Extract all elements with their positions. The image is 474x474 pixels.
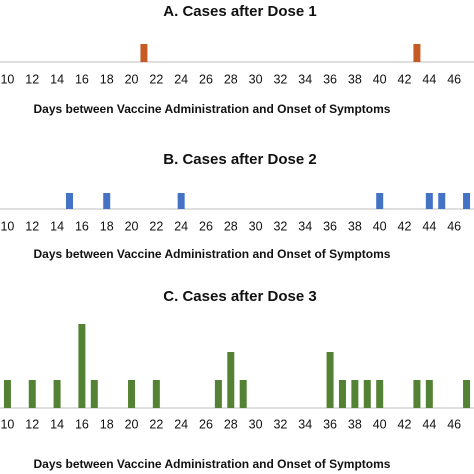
bar: [338, 380, 346, 408]
x-tick-label: 26: [199, 219, 213, 233]
x-tick-label: 32: [273, 219, 287, 233]
bar: [103, 193, 111, 209]
x-tick-label: 44: [422, 72, 436, 86]
x-tick-label: 38: [348, 417, 362, 431]
chart-title: C. Cases after Dose 3: [163, 288, 316, 305]
bar: [140, 44, 148, 62]
x-tick-label: 42: [398, 72, 412, 86]
x-tick-label: 20: [125, 72, 139, 86]
x-tick-label: 10: [0, 219, 14, 233]
x-tick-label: 32: [273, 72, 287, 86]
x-tick-label: 14: [50, 219, 64, 233]
x-tick-label: 18: [100, 417, 114, 431]
x-tick-label: 12: [25, 72, 39, 86]
x-tick-label: 30: [249, 417, 263, 431]
x-tick-label: 46: [447, 72, 461, 86]
x-tick-label: 30: [249, 72, 263, 86]
x-axis-label: Days between Vaccine Administration and …: [34, 247, 391, 261]
bar: [78, 324, 86, 408]
x-tick-label: 10: [0, 72, 14, 86]
x-tick-label: 44: [422, 219, 436, 233]
bar: [351, 380, 359, 408]
x-tick-label: 24: [174, 72, 188, 86]
bar: [425, 193, 433, 209]
x-tick-label: 28: [224, 219, 238, 233]
bar: [363, 380, 371, 408]
chart-title: B. Cases after Dose 2: [163, 151, 316, 168]
x-tick-label: 16: [75, 219, 89, 233]
bar: [65, 193, 73, 209]
x-tick-label: 42: [398, 219, 412, 233]
x-tick-label: 26: [199, 417, 213, 431]
x-tick-label: 18: [100, 72, 114, 86]
x-tick-label: 34: [298, 417, 312, 431]
x-tick-label: 26: [199, 72, 213, 86]
bar: [463, 193, 471, 209]
x-axis-label: Days between Vaccine Administration and …: [34, 102, 391, 116]
bar: [326, 352, 334, 408]
x-tick-label: 20: [125, 417, 139, 431]
bar: [376, 380, 384, 408]
x-tick-label: 22: [149, 72, 163, 86]
x-tick-label: 14: [50, 72, 64, 86]
bar: [152, 380, 160, 408]
x-tick-label: 24: [174, 417, 188, 431]
x-tick-label: 22: [149, 219, 163, 233]
bar: [3, 380, 11, 408]
bar: [413, 44, 421, 62]
bar: [463, 380, 471, 408]
bar: [214, 380, 222, 408]
x-tick-label: 18: [100, 219, 114, 233]
x-tick-label: 24: [174, 219, 188, 233]
x-tick-label: 44: [422, 417, 436, 431]
x-tick-label: 36: [323, 219, 337, 233]
x-tick-label: 36: [323, 417, 337, 431]
x-tick-label: 12: [25, 417, 39, 431]
chart-title: A. Cases after Dose 1: [163, 3, 316, 20]
x-tick-label: 10: [0, 417, 14, 431]
x-tick-label: 46: [447, 417, 461, 431]
bar: [413, 380, 421, 408]
x-tick-label: 38: [348, 72, 362, 86]
x-tick-label: 40: [373, 72, 387, 86]
x-tick-label: 34: [298, 72, 312, 86]
x-tick-label: 40: [373, 417, 387, 431]
x-tick-label: 46: [447, 219, 461, 233]
bar: [177, 193, 185, 209]
bar: [128, 380, 136, 408]
x-tick-label: 40: [373, 219, 387, 233]
x-tick-label: 28: [224, 417, 238, 431]
bar: [425, 380, 433, 408]
bar: [438, 193, 446, 209]
bar: [90, 380, 98, 408]
bar: [227, 352, 235, 408]
x-tick-label: 36: [323, 72, 337, 86]
bar: [239, 380, 247, 408]
x-tick-label: 16: [75, 417, 89, 431]
x-tick-label: 32: [273, 417, 287, 431]
x-tick-label: 34: [298, 219, 312, 233]
x-tick-label: 30: [249, 219, 263, 233]
x-tick-label: 14: [50, 417, 64, 431]
x-tick-label: 16: [75, 72, 89, 86]
bar: [28, 380, 36, 408]
x-tick-label: 38: [348, 219, 362, 233]
x-tick-label: 12: [25, 219, 39, 233]
x-tick-label: 28: [224, 72, 238, 86]
x-tick-label: 22: [149, 417, 163, 431]
x-tick-label: 42: [398, 417, 412, 431]
x-tick-label: 20: [125, 219, 139, 233]
x-axis-label: Days between Vaccine Administration and …: [34, 457, 391, 471]
bar: [376, 193, 384, 209]
bar: [53, 380, 61, 408]
